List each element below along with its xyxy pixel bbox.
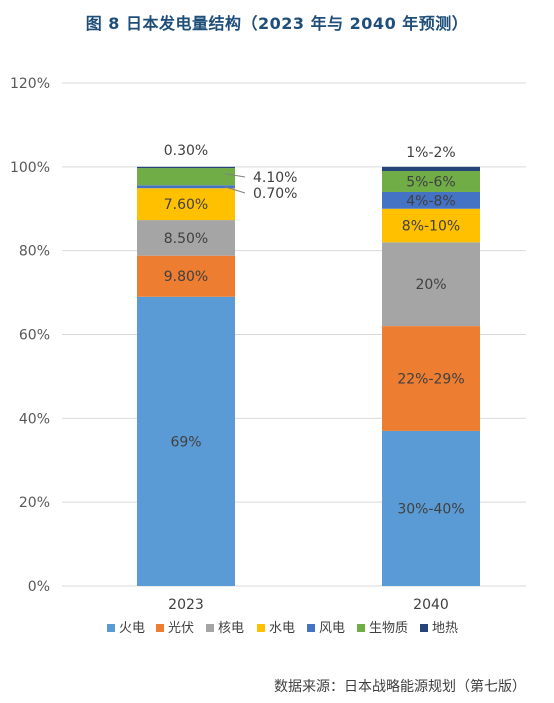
x-tick-label: 2040 [413, 597, 449, 613]
data-label: 69% [170, 434, 201, 450]
bar-segment [137, 296, 235, 586]
legend-label: 光伏 [168, 621, 194, 636]
legend-label: 核电 [218, 621, 244, 636]
legend-label: 生物质 [369, 621, 408, 636]
source-note: 数据来源：日本战略能源规划（第七版） [274, 679, 526, 695]
data-label: 9.80% [164, 269, 208, 285]
legend-swatch [357, 624, 365, 632]
data-label: 0.30% [164, 143, 208, 159]
bar-segment [137, 185, 235, 189]
bar-segment [137, 166, 235, 169]
legend-label: 火电 [119, 621, 145, 636]
y-tick-label: 40% [19, 411, 50, 427]
bar-segment [137, 188, 235, 221]
data-label: 7.60% [164, 197, 208, 213]
leader-line [224, 186, 246, 194]
legend-swatch [156, 624, 164, 632]
bar-segment [137, 168, 235, 186]
legend-swatch [307, 624, 315, 632]
legend-label: 地热 [432, 621, 458, 636]
y-tick-label: 80% [19, 244, 50, 260]
data-label: 4.10% [253, 170, 297, 186]
data-label: 1%-2% [406, 145, 455, 161]
y-tick-label: 0% [28, 579, 50, 595]
data-label: 8%-10% [402, 219, 460, 235]
y-tick-label: 100% [10, 160, 50, 176]
legend-swatch [420, 624, 428, 632]
chart-title: 图 8 日本发电量结构（2023 年与 2040 年预测） [85, 14, 469, 33]
data-label: 30%-40% [397, 501, 464, 517]
data-label: 5%-6% [406, 175, 455, 191]
legend-swatch [107, 624, 115, 632]
bar-segment [382, 171, 480, 192]
y-tick-label: 60% [19, 328, 50, 344]
leader-line [224, 173, 246, 178]
bar-segment [382, 242, 480, 327]
bar-segment [382, 208, 480, 243]
legend-label: 风电 [319, 621, 345, 636]
legend-swatch [206, 624, 214, 632]
bar-segment [382, 326, 480, 431]
bar-segment [137, 255, 235, 297]
legend-swatch [257, 624, 265, 632]
x-tick-label: 2023 [168, 597, 204, 613]
data-label: 8.50% [164, 231, 208, 247]
legend-label: 水电 [269, 621, 295, 636]
bar-segment [382, 166, 480, 172]
bar-segment [137, 220, 235, 256]
bar-segment [382, 191, 480, 209]
data-label: 20% [415, 277, 446, 293]
y-tick-label: 20% [19, 495, 50, 511]
data-label: 0.70% [253, 186, 297, 202]
y-tick-label: 120% [10, 76, 50, 92]
bar-segment [382, 430, 480, 586]
data-label: 4%-8% [406, 193, 455, 209]
data-label: 22%-29% [397, 372, 464, 388]
